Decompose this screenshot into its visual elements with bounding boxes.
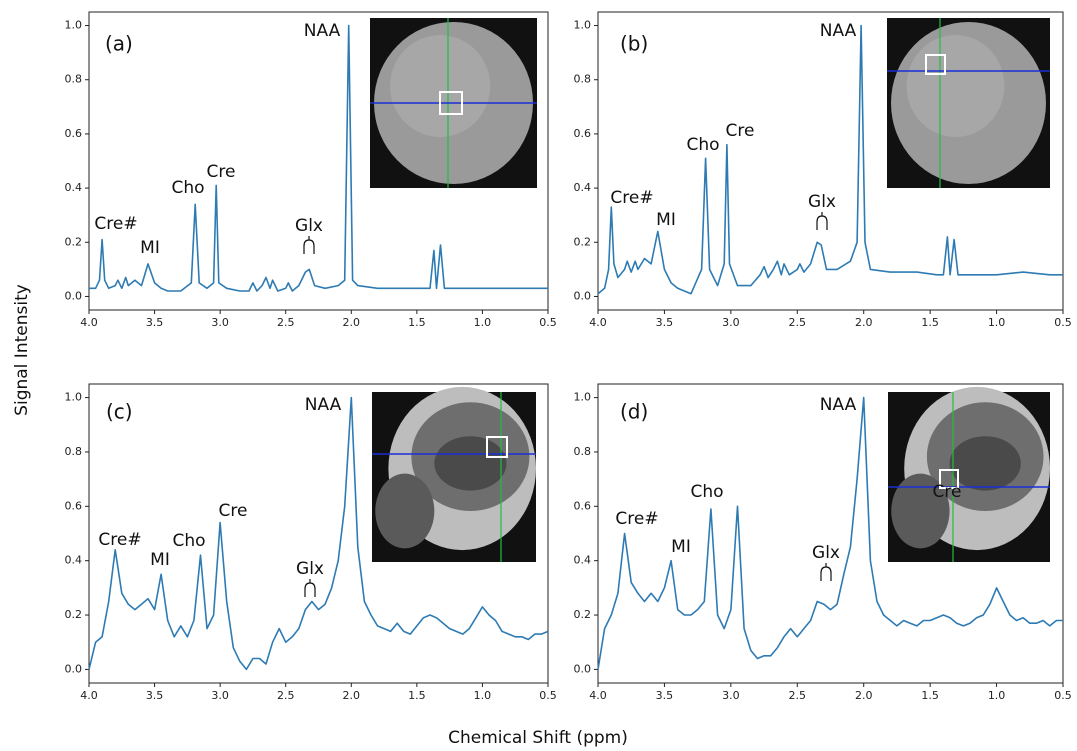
peak-label: MI xyxy=(140,238,160,258)
x-tick-label: 0.5 xyxy=(539,316,557,329)
y-tick-label: 0.4 xyxy=(65,181,83,194)
x-tick-label: 2.0 xyxy=(855,689,873,702)
y-tick-label: 0.6 xyxy=(65,127,83,140)
figure: 4.0 3.5 3.0 2.5 2.0 1.5 1.0 0.5 0.0 0.2 0.4 0.6 0.8 1… xyxy=(0,0,1077,751)
y-tick-label: 0.6 xyxy=(65,499,83,512)
y-tick-label: 1.0 xyxy=(574,391,592,404)
y-tick-label: 0.6 xyxy=(574,499,592,512)
peak-label: Cre xyxy=(726,121,755,141)
peak-label: Glx xyxy=(808,192,836,212)
y-tick-label: 0.2 xyxy=(65,608,83,621)
x-tick-label: 1.5 xyxy=(408,316,426,329)
page: 4.0 3.5 3.0 2.5 2.0 1.5 1.0 0.5 0.0 0.2 0.4 0.6 0.8 1… xyxy=(0,0,1077,751)
x-tick-label: 3.0 xyxy=(722,689,740,702)
x-tick-label: 1.5 xyxy=(408,689,426,702)
y-tick-label: 0.8 xyxy=(574,73,592,86)
x-tick-label: 4.0 xyxy=(80,316,98,329)
peak-label: NAA xyxy=(820,21,857,41)
x-tick-label: 1.0 xyxy=(988,689,1006,702)
peak-label: Cre# xyxy=(98,530,141,550)
y-tick-label: 0.8 xyxy=(65,73,83,86)
peak-label: Cre# xyxy=(615,509,658,529)
peak-label: NAA xyxy=(820,395,857,415)
y-tick-label: 0.0 xyxy=(574,289,592,302)
y-tick-label: 1.0 xyxy=(65,391,83,404)
peak-label: MI xyxy=(150,550,170,570)
x-tick-label: 2.5 xyxy=(277,316,295,329)
x-tick-label: 1.0 xyxy=(474,689,492,702)
peak-label: Cho xyxy=(690,482,723,502)
peak-label: Cho xyxy=(172,531,205,551)
y-tick-label: 0.8 xyxy=(65,445,83,458)
face xyxy=(375,474,434,549)
x-tick-label: 3.5 xyxy=(656,316,674,329)
y-tick-label: 0.8 xyxy=(574,445,592,458)
y-tick-label: 0.0 xyxy=(65,289,83,302)
panel-label: (c) xyxy=(106,400,133,424)
peak-label: Cre xyxy=(933,482,962,502)
y-tick-label: 1.0 xyxy=(65,19,83,32)
y-tick-label: 1.0 xyxy=(574,19,592,32)
x-tick-label: 3.5 xyxy=(146,316,164,329)
x-tick-label: 4.0 xyxy=(589,316,607,329)
phantom-shade xyxy=(390,35,490,137)
panel-label: (a) xyxy=(105,32,133,56)
x-tick-label: 2.5 xyxy=(789,316,807,329)
peak-label: NAA xyxy=(305,395,342,415)
x-tick-label: 4.0 xyxy=(80,689,98,702)
peak-label: Cre xyxy=(207,162,236,182)
x-tick-label: 4.0 xyxy=(589,689,607,702)
y-tick-label: 0.4 xyxy=(65,554,83,567)
panel-label: (d) xyxy=(620,400,648,424)
peak-label: Glx xyxy=(296,559,324,579)
y-tick-label: 0.0 xyxy=(65,662,83,675)
x-tick-label: 0.5 xyxy=(1054,316,1072,329)
peak-label: MI xyxy=(656,210,676,230)
x-tick-label: 1.0 xyxy=(474,316,492,329)
x-tick-label: 2.0 xyxy=(343,689,361,702)
peak-label: Glx xyxy=(812,543,840,563)
x-tick-label: 3.5 xyxy=(656,689,674,702)
y-tick-label: 0.4 xyxy=(574,554,592,567)
peak-label: Cho xyxy=(686,135,719,155)
peak-label: Glx xyxy=(295,216,323,236)
y-tick-label: 0.6 xyxy=(574,127,592,140)
x-tick-label: 3.0 xyxy=(211,689,229,702)
peak-label: MI xyxy=(671,537,691,557)
peak-label: NAA xyxy=(304,21,341,41)
peak-label: Cho xyxy=(171,178,204,198)
x-tick-label: 3.5 xyxy=(146,689,164,702)
x-tick-label: 2.0 xyxy=(343,316,361,329)
x-tick-label: 3.0 xyxy=(211,316,229,329)
phantom-shade xyxy=(907,35,1005,137)
brain-inner xyxy=(434,436,506,490)
x-tick-label: 3.0 xyxy=(722,316,740,329)
peak-label: Cre# xyxy=(610,188,653,208)
y-axis-label: Signal Intensity xyxy=(12,284,32,416)
peak-label: Cre xyxy=(219,501,248,521)
x-tick-label: 0.5 xyxy=(539,689,557,702)
y-tick-label: 0.4 xyxy=(574,181,592,194)
x-tick-label: 1.0 xyxy=(988,316,1006,329)
y-tick-label: 0.0 xyxy=(574,662,592,675)
y-tick-label: 0.2 xyxy=(574,608,592,621)
x-tick-label: 1.5 xyxy=(921,689,939,702)
y-tick-label: 0.2 xyxy=(65,235,83,248)
x-tick-label: 2.5 xyxy=(277,689,295,702)
x-tick-label: 1.5 xyxy=(921,316,939,329)
x-tick-label: 0.5 xyxy=(1054,689,1072,702)
panel-label: (b) xyxy=(620,32,648,56)
x-tick-label: 2.0 xyxy=(855,316,873,329)
y-tick-label: 0.2 xyxy=(574,235,592,248)
x-axis-label: Chemical Shift (ppm) xyxy=(448,728,628,748)
peak-label: Cre# xyxy=(94,214,137,234)
x-tick-label: 2.5 xyxy=(789,689,807,702)
